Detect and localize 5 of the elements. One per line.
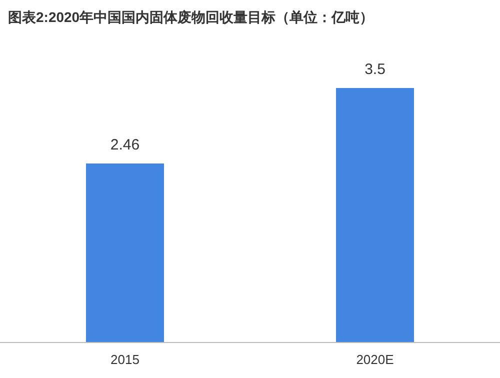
x-tick-label: 2020E: [356, 352, 394, 367]
data-label: 3.5: [364, 61, 386, 78]
chart-title: 图表2:2020年中国国内固体废物回收量目标（单位：亿吨）: [8, 9, 374, 25]
data-label: 2.46: [110, 136, 140, 154]
x-tick-label: 2015: [110, 352, 140, 367]
